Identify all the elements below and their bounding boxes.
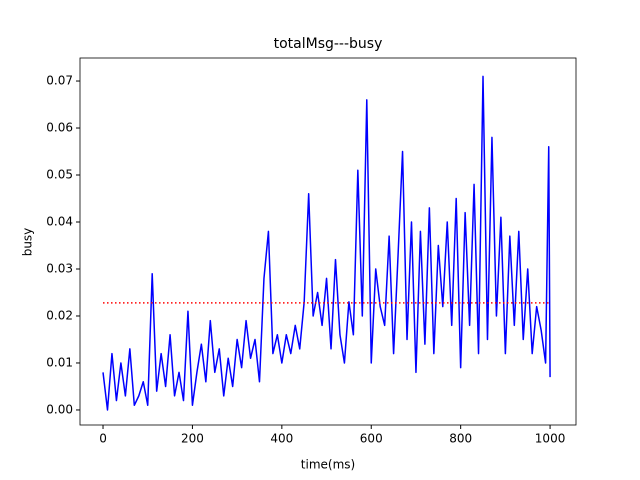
x-tick-label: 1000	[535, 432, 566, 446]
y-tick-label: 0.03	[46, 261, 73, 275]
y-tick-label: 0.00	[46, 402, 73, 416]
x-tick-label: 600	[360, 432, 383, 446]
y-tick-label: 0.05	[46, 168, 73, 182]
y-tick-label: 0.06	[46, 121, 73, 135]
y-axis-label: busy	[21, 228, 35, 257]
y-tick-label: 0.07	[46, 74, 73, 88]
x-tick-label: 400	[270, 432, 293, 446]
x-axis-label: time(ms)	[301, 458, 355, 472]
y-tick-label: 0.02	[46, 308, 73, 322]
x-tick-label: 800	[449, 432, 472, 446]
x-tick-label: 0	[99, 432, 107, 446]
chart-title: totalMsg---busy	[274, 36, 383, 52]
plot-frame	[79, 57, 577, 426]
y-tick-label: 0.04	[46, 214, 73, 228]
data-line	[102, 75, 551, 411]
y-tick-label: 0.01	[46, 355, 73, 369]
x-tick-label: 200	[181, 432, 204, 446]
